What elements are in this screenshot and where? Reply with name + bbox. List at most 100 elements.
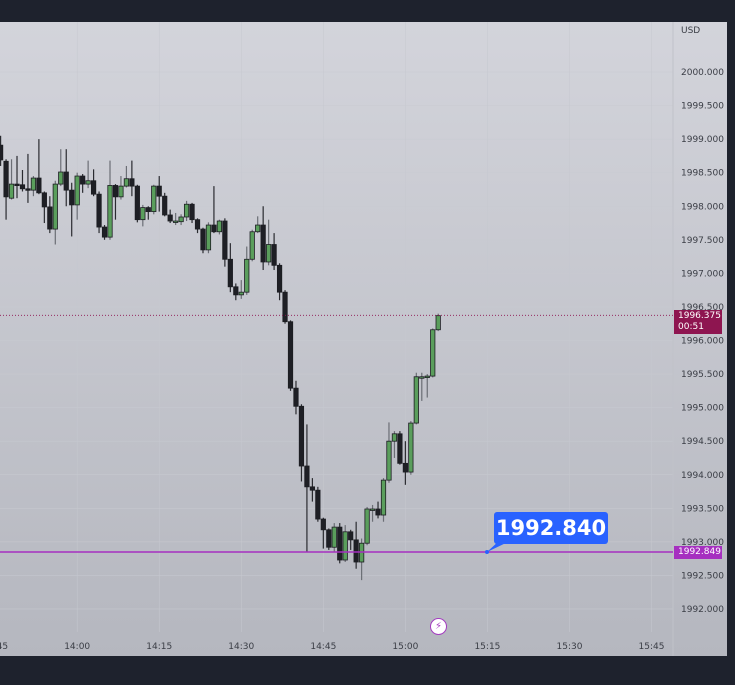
candle-body bbox=[424, 375, 430, 378]
last-price-tag: 1996.375 00:51 bbox=[674, 310, 722, 334]
candle-body bbox=[238, 291, 244, 296]
candle bbox=[435, 313, 441, 332]
candle bbox=[162, 192, 168, 217]
y-tick-label: 1999.000 bbox=[681, 135, 724, 145]
candle bbox=[96, 191, 102, 234]
candle bbox=[222, 218, 228, 267]
candle-body bbox=[112, 185, 119, 198]
candle-body bbox=[129, 178, 135, 187]
candle-body bbox=[337, 526, 343, 561]
candle-body bbox=[162, 195, 168, 216]
candle bbox=[52, 180, 58, 245]
candle bbox=[309, 478, 315, 502]
candle-body bbox=[8, 183, 15, 199]
candle bbox=[41, 191, 47, 224]
y-tick-label: 1994.500 bbox=[681, 437, 724, 447]
candle bbox=[118, 176, 124, 200]
candle bbox=[58, 149, 64, 187]
candle-body bbox=[271, 244, 277, 266]
candle bbox=[238, 280, 244, 299]
candle-body bbox=[63, 171, 69, 191]
candle bbox=[178, 214, 184, 226]
candle-body bbox=[30, 177, 37, 191]
candlestick-chart[interactable]: 2000.000 1999.500 1999.000 1998.500 1998.000… bbox=[0, 22, 727, 656]
candle bbox=[14, 155, 20, 199]
candle bbox=[359, 538, 365, 581]
candle bbox=[129, 160, 135, 197]
candle-body bbox=[287, 321, 294, 389]
candle-body bbox=[369, 508, 376, 511]
candle bbox=[19, 170, 26, 192]
x-tick-label: 15:00 bbox=[392, 642, 418, 652]
chart-pane[interactable]: 2000.000 1999.500 1999.000 1998.500 1998.000… bbox=[0, 22, 727, 656]
candle bbox=[112, 184, 119, 220]
candle bbox=[69, 182, 75, 237]
candle bbox=[151, 184, 157, 215]
candle bbox=[183, 200, 190, 222]
candle bbox=[249, 229, 255, 262]
candle bbox=[397, 431, 403, 465]
candle-body bbox=[151, 185, 157, 213]
candle-body bbox=[183, 203, 190, 218]
candle bbox=[25, 153, 31, 203]
candle bbox=[369, 504, 376, 522]
candle-body bbox=[249, 231, 255, 260]
candle-body bbox=[244, 258, 250, 293]
candle bbox=[107, 160, 113, 240]
candle-body bbox=[140, 207, 146, 221]
candle-body bbox=[315, 489, 321, 520]
candle-body bbox=[205, 224, 212, 251]
x-tick-label: 15:45 bbox=[639, 642, 665, 652]
candle-body bbox=[353, 539, 359, 563]
candle-body bbox=[90, 180, 97, 195]
candle-body bbox=[167, 214, 173, 222]
candle bbox=[80, 174, 86, 193]
x-tick-label: 14:30 bbox=[228, 642, 254, 652]
candle bbox=[123, 165, 130, 188]
candle bbox=[63, 149, 69, 207]
candle bbox=[364, 506, 370, 546]
candle bbox=[211, 186, 217, 234]
y-tick-label: 1992.000 bbox=[681, 605, 724, 615]
candle-body bbox=[173, 220, 179, 223]
candle bbox=[90, 169, 97, 197]
y-tick-label: 1998.000 bbox=[681, 202, 724, 212]
candle bbox=[402, 441, 408, 485]
candle-body bbox=[41, 192, 47, 208]
candle bbox=[134, 184, 140, 223]
candle bbox=[200, 227, 206, 254]
candle-body bbox=[222, 220, 228, 260]
candle-body bbox=[255, 224, 261, 233]
candle bbox=[298, 404, 305, 482]
x-tick-label: 13:45 bbox=[0, 642, 8, 652]
candle-body bbox=[397, 433, 403, 464]
candle bbox=[424, 374, 430, 398]
time-axis[interactable]: 13:45 14:00 14:15 14:30 14:45 15:00 15:15 15:30… bbox=[0, 642, 664, 652]
y-tick-label: 1999.500 bbox=[681, 102, 724, 112]
candle bbox=[145, 206, 151, 220]
x-tick-label: 14:00 bbox=[64, 642, 90, 652]
y-tick-label: 1993.000 bbox=[681, 538, 724, 548]
candle-body bbox=[419, 376, 425, 379]
price-callout[interactable]: 1992.840 bbox=[494, 512, 608, 544]
price-axis[interactable]: 2000.000 1999.500 1999.000 1998.500 1998.000… bbox=[681, 68, 724, 615]
lightning-icon[interactable]: ⚡ bbox=[430, 618, 447, 635]
candle bbox=[233, 283, 239, 301]
candle bbox=[391, 431, 398, 458]
candle-body bbox=[107, 185, 113, 238]
candle-body bbox=[260, 224, 266, 263]
candle-body bbox=[3, 160, 9, 198]
candle-body bbox=[331, 526, 337, 548]
candle-body bbox=[189, 203, 195, 221]
last-price-value: 1996.375 bbox=[678, 311, 721, 321]
candle bbox=[227, 243, 233, 293]
candle-body bbox=[298, 405, 305, 467]
y-tick-label: 1993.500 bbox=[681, 504, 724, 514]
candle bbox=[85, 160, 91, 189]
candle-body bbox=[194, 219, 201, 230]
candle bbox=[293, 380, 299, 415]
candle bbox=[205, 222, 212, 254]
candle bbox=[287, 320, 294, 391]
candle-body bbox=[58, 171, 64, 185]
candle-body bbox=[326, 529, 332, 548]
